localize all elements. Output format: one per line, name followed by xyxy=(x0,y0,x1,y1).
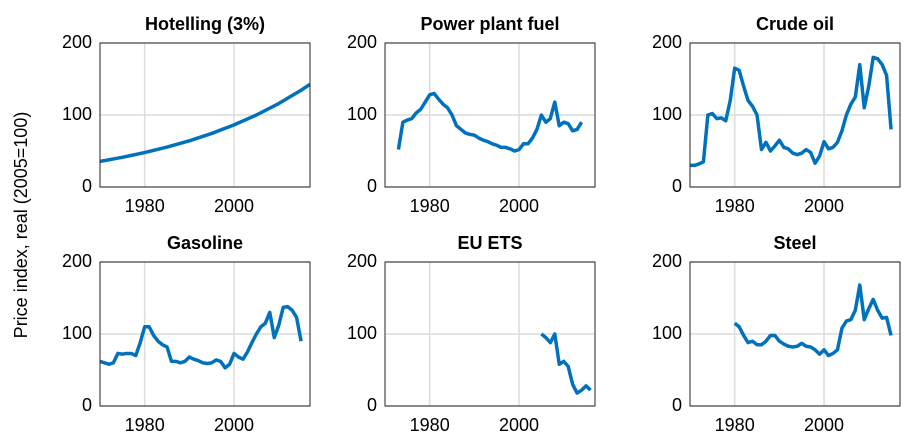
y-tick-label: 0 xyxy=(367,395,377,415)
subplot-title: Steel xyxy=(773,233,816,253)
data-line xyxy=(100,82,310,164)
axes-box xyxy=(99,42,311,188)
y-tick-label: 0 xyxy=(82,176,92,196)
axes-box xyxy=(689,42,901,188)
y-tick-label: 200 xyxy=(62,32,92,52)
data-line xyxy=(540,332,592,395)
axes-box xyxy=(384,42,596,188)
y-tick-label: 100 xyxy=(347,104,377,124)
y-tick-label: 100 xyxy=(652,323,682,343)
y-tick-label: 100 xyxy=(347,323,377,343)
data-line xyxy=(733,283,893,358)
y-tick-label: 0 xyxy=(672,176,682,196)
x-tick-label: 2000 xyxy=(499,415,539,435)
x-tick-label: 1980 xyxy=(125,196,165,216)
y-tick-label: 200 xyxy=(652,32,682,52)
subplot-title: Hotelling (3%) xyxy=(145,14,265,34)
x-tick-label: 1980 xyxy=(410,415,450,435)
y-tick-label: 200 xyxy=(652,251,682,271)
y-tick-label: 200 xyxy=(347,32,377,52)
data-line xyxy=(690,55,893,168)
x-tick-label: 2000 xyxy=(214,415,254,435)
y-tick-label: 0 xyxy=(82,395,92,415)
plot-area xyxy=(690,55,893,168)
x-tick-label: 2000 xyxy=(804,196,844,216)
plot-area xyxy=(100,82,310,164)
y-tick-label: 0 xyxy=(367,176,377,196)
subplot-title: Crude oil xyxy=(756,14,834,34)
y-tick-label: 200 xyxy=(347,251,377,271)
data-line xyxy=(396,91,584,153)
data-line xyxy=(100,304,303,370)
x-tick-label: 1980 xyxy=(715,415,755,435)
plot-area xyxy=(100,304,303,370)
x-tick-label: 2000 xyxy=(499,196,539,216)
x-tick-label: 1980 xyxy=(125,415,165,435)
y-tick-label: 100 xyxy=(62,104,92,124)
axes-box xyxy=(99,261,311,407)
x-tick-label: 2000 xyxy=(804,415,844,435)
x-tick-label: 2000 xyxy=(214,196,254,216)
axes-box xyxy=(689,261,901,407)
subplot-title: Power plant fuel xyxy=(420,14,559,34)
y-tick-label: 100 xyxy=(652,104,682,124)
y-axis-label: Price index, real (2005=100) xyxy=(11,112,31,339)
plot-area xyxy=(733,283,893,358)
subplot-title: Gasoline xyxy=(167,233,243,253)
plot-area xyxy=(396,91,584,153)
axes-box xyxy=(384,261,596,407)
y-tick-label: 0 xyxy=(672,395,682,415)
x-tick-label: 1980 xyxy=(715,196,755,216)
y-tick-label: 200 xyxy=(62,251,92,271)
subplot-title: EU ETS xyxy=(457,233,522,253)
x-tick-label: 1980 xyxy=(410,196,450,216)
plot-area xyxy=(540,332,592,395)
y-tick-label: 100 xyxy=(62,323,92,343)
